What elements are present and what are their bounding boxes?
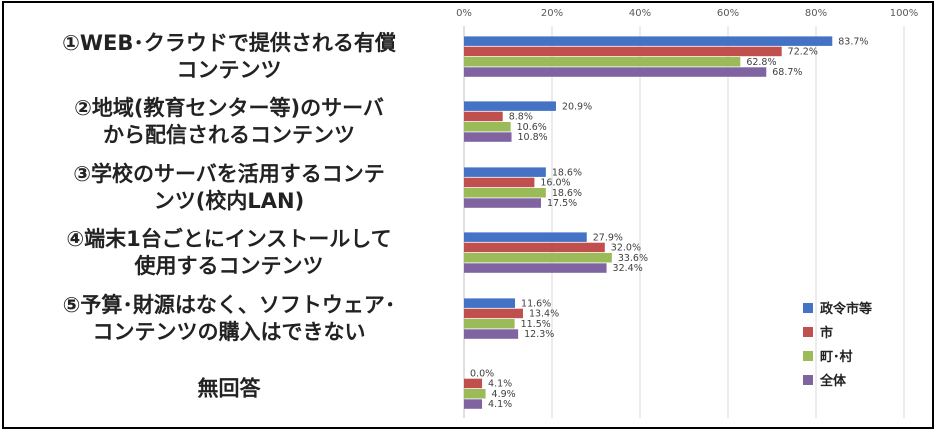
bar xyxy=(464,46,782,57)
legend-label: 政令市等 xyxy=(820,301,872,317)
category-label: から配信されるコンテンツ xyxy=(103,123,355,147)
data-label: 62.8% xyxy=(746,57,776,68)
data-label: 72.2% xyxy=(788,47,818,58)
x-tick-label: 60% xyxy=(717,8,739,19)
data-label: 0.0% xyxy=(470,368,494,379)
data-label: 11.5% xyxy=(521,319,551,330)
legend-swatch xyxy=(803,303,813,313)
category-label: ②地域(教育センター等)のサーバ xyxy=(74,96,384,120)
legend-label: 市 xyxy=(820,325,833,341)
category-label: コンテンツ xyxy=(177,58,282,82)
data-label: 20.9% xyxy=(562,101,592,112)
x-tick-label: 40% xyxy=(629,8,651,19)
bar xyxy=(464,57,741,67)
legend-label: 全体 xyxy=(819,373,847,389)
data-label: 4.9% xyxy=(492,389,516,400)
bars xyxy=(464,36,833,409)
bar xyxy=(464,378,483,389)
category-label: 無回答 xyxy=(198,377,262,401)
legend-label: 町･村 xyxy=(820,349,853,365)
category-label: コンテンツの購入はできない xyxy=(93,320,366,344)
data-label: 68.7% xyxy=(772,67,802,78)
data-label: 27.9% xyxy=(593,232,623,243)
data-label: 12.3% xyxy=(524,329,554,340)
data-label: 10.6% xyxy=(517,122,547,133)
bar xyxy=(464,67,767,77)
data-label: 18.6% xyxy=(552,167,582,178)
bar xyxy=(464,308,523,319)
x-tick-label: 100% xyxy=(890,8,919,19)
data-label: 4.1% xyxy=(488,379,512,390)
data-label: 32.0% xyxy=(611,243,641,254)
data-label: 8.8% xyxy=(509,112,533,123)
gridlines xyxy=(463,26,905,418)
bar xyxy=(464,101,556,111)
category-label: ③学校のサーバを活用するコンテ xyxy=(73,162,385,186)
data-label: 16.0% xyxy=(540,178,570,189)
bar xyxy=(464,132,512,142)
data-label: 18.6% xyxy=(552,188,582,199)
legend-swatch xyxy=(803,375,813,385)
data-label: 10.8% xyxy=(518,132,548,143)
bar xyxy=(464,122,511,132)
bar xyxy=(464,188,546,198)
x-tick-label: 0% xyxy=(456,8,472,19)
bar xyxy=(464,111,503,122)
x-tick-label: 80% xyxy=(805,8,827,19)
data-label: 17.5% xyxy=(547,198,577,209)
data-label: 32.4% xyxy=(613,263,643,274)
data-label: 11.6% xyxy=(521,298,551,309)
category-label: ④端末1台ごとにインストールして xyxy=(66,227,391,251)
bar xyxy=(464,389,486,399)
category-label: ①WEB･クラウドで提供される有償 xyxy=(62,31,396,55)
legend-swatch xyxy=(803,327,813,337)
bar xyxy=(464,242,605,253)
bar xyxy=(464,177,535,188)
category-label: ンツ(校内LAN) xyxy=(154,189,304,213)
bar xyxy=(464,36,833,46)
bar xyxy=(464,198,541,208)
category-label: ⑤予算･財源はなく、ソフトウェア･ xyxy=(63,293,396,317)
bar xyxy=(464,319,515,329)
bar xyxy=(464,263,607,273)
data-label: 83.7% xyxy=(838,36,868,47)
bar xyxy=(464,329,519,339)
bar xyxy=(464,232,587,242)
data-label: 4.1% xyxy=(488,399,512,410)
data-labels: 83.7% 72.2% 62.8%68.7% 20.9% 8.8%10.6%10.8% 1… xyxy=(470,36,868,410)
data-label: 33.6% xyxy=(618,253,648,264)
bar xyxy=(464,253,612,263)
bar xyxy=(464,399,483,409)
data-label: 13.4% xyxy=(529,309,559,320)
legend-swatch xyxy=(803,351,813,361)
category-label: 使用するコンテンツ xyxy=(134,254,324,278)
bar xyxy=(464,298,516,308)
x-tick-label: 20% xyxy=(541,8,563,19)
bar xyxy=(464,167,546,177)
x-axis-ticks: 0% 20% 40% 60% 80% 100% xyxy=(456,8,918,19)
